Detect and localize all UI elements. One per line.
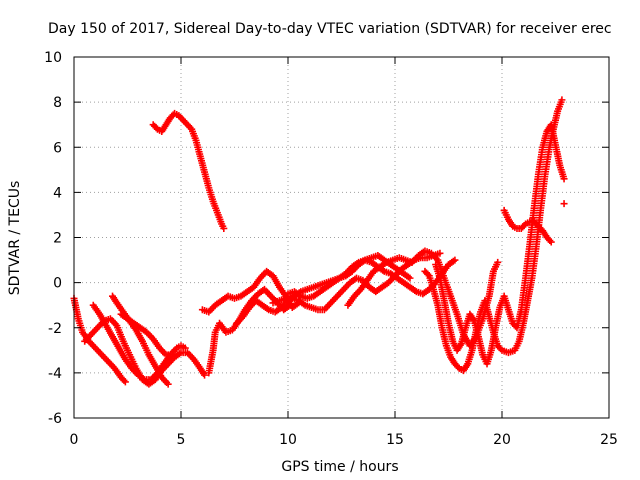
- y-axis-label: SDTVAR / TECUs: [7, 181, 23, 296]
- data-point-track-6: [220, 224, 228, 232]
- axes: 0 5 10 15 20 25 -6 -4 -2 0 2 4 6 8 10: [44, 50, 618, 448]
- data-point-track-12: [494, 258, 502, 266]
- data-point-track-3: [181, 344, 189, 352]
- x-axis-label: GPS time / hours: [281, 459, 398, 475]
- grid-lines: [74, 57, 609, 418]
- data-points: [70, 96, 568, 388]
- data-point-track-9: [406, 274, 414, 282]
- x-tick-label: 15: [386, 432, 404, 448]
- y-tick-label: 6: [53, 140, 62, 156]
- data-point-isolated: [560, 200, 568, 208]
- data-point-track-5: [168, 351, 176, 359]
- data-point-track-13: [497, 345, 505, 353]
- y-tick-label: -6: [48, 411, 62, 427]
- x-tick-label: 5: [177, 432, 186, 448]
- data-point-track-13: [558, 96, 566, 104]
- data-point-track-2: [201, 371, 209, 379]
- y-tick-label: 10: [44, 50, 62, 66]
- chart-title: Day 150 of 2017, Sidereal Day-to-day VTE…: [48, 21, 612, 37]
- data-point-track-4: [164, 380, 172, 388]
- data-point-track-13: [454, 363, 462, 371]
- data-point-track-10: [436, 249, 444, 257]
- y-tick-label: 8: [53, 95, 62, 111]
- x-tick-label: 0: [70, 432, 79, 448]
- x-tick-label: 20: [493, 432, 511, 448]
- data-point-track-6: [152, 124, 160, 132]
- data-point-track-1: [121, 378, 129, 386]
- data-point-track-15: [547, 238, 555, 246]
- data-point-track-13: [424, 270, 432, 278]
- y-tick-label: 0: [53, 276, 62, 292]
- data-point-track-11: [451, 256, 459, 264]
- y-tick-label: 4: [53, 185, 62, 201]
- data-point-track-15: [520, 221, 528, 229]
- data-point-track-15: [546, 237, 554, 245]
- data-point-track-14: [560, 175, 568, 183]
- x-tick-label: 10: [279, 432, 297, 448]
- y-tick-label: -4: [48, 366, 62, 382]
- y-tick-label: 2: [53, 231, 62, 247]
- y-tick-label: -2: [48, 321, 62, 337]
- x-tick-label: 25: [600, 432, 618, 448]
- data-point-track-1: [120, 376, 128, 384]
